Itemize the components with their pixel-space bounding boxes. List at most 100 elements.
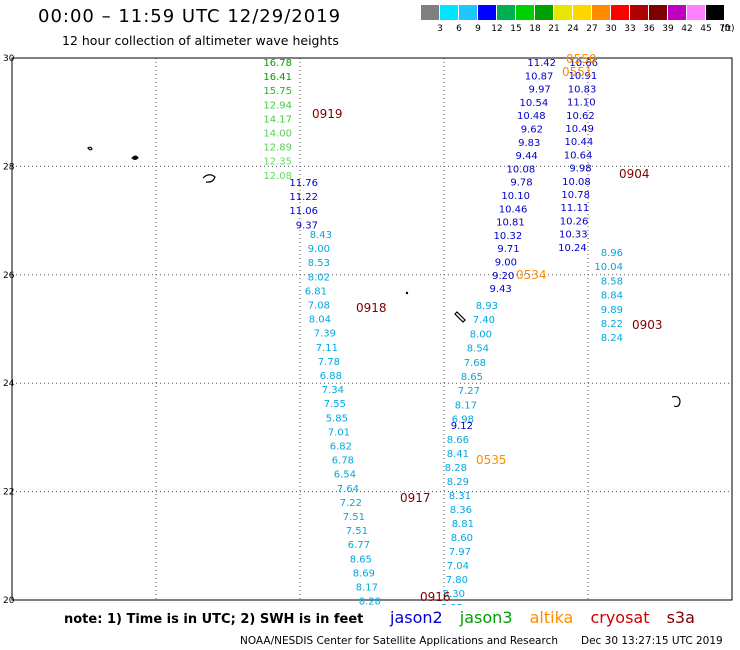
scale-label: 70 <box>719 24 731 34</box>
legend-jason3: jason3 <box>459 608 513 627</box>
lat-tick-label: 28 <box>3 162 15 172</box>
track-value: 7.55 <box>324 399 346 410</box>
track-value: 8.66 <box>447 435 469 446</box>
track-value: 7.04 <box>447 561 469 572</box>
track-value: 12.89 <box>263 143 292 154</box>
track-value: 10.49 <box>565 124 594 135</box>
pass-time-label: 0919 <box>312 107 343 121</box>
track-value: 6.88 <box>320 371 342 382</box>
track-value: 16.78 <box>263 58 292 69</box>
track-value: 9.97 <box>529 85 551 96</box>
scale-swatch <box>440 5 458 20</box>
scale-swatch <box>573 5 591 20</box>
scale-label: 21 <box>548 24 560 34</box>
track-value: 7.39 <box>314 329 336 340</box>
scale-label: 18 <box>529 24 541 34</box>
track-value: 9.12 <box>451 421 473 432</box>
track-value: 9.20 <box>492 271 514 282</box>
track-value: 8.96 <box>601 248 623 259</box>
track-value: 10.78 <box>561 190 590 201</box>
track-value: 10.04 <box>594 262 623 273</box>
track-value: 6.78 <box>332 456 354 467</box>
track-value: 8.32 <box>441 603 463 605</box>
track-value: 8.69 <box>353 568 375 579</box>
scale-label: 9 <box>475 24 481 34</box>
pass-time-label: 0551 <box>562 65 593 79</box>
pass-time-label: 0535 <box>476 453 507 467</box>
pass-time-label: 0918 <box>356 301 387 315</box>
pass-time-label: 0917 <box>400 491 431 505</box>
track-value: 7.78 <box>318 357 340 368</box>
track-value: 9.37 <box>296 220 318 231</box>
track-value: 8.17 <box>455 400 477 411</box>
track-value: 10.87 <box>525 71 554 82</box>
track-value: 7.51 <box>346 526 368 537</box>
scale-swatch <box>516 5 534 20</box>
track-value: 10.44 <box>565 137 594 148</box>
scale-label: 45 <box>700 24 712 34</box>
page-title: 00:00 – 11:59 UTC 12/29/2019 <box>38 6 342 27</box>
track-value: 8.17 <box>356 583 378 594</box>
altimeter-map: -180-177-174-171-168-16520222426283016.7… <box>3 52 733 605</box>
pass-time-label: 0903 <box>632 318 663 332</box>
lat-tick-label: 24 <box>3 379 15 389</box>
scale-label: 12 <box>491 24 503 34</box>
legend-cryosat: cryosat <box>590 608 650 627</box>
legend-jason2: jason2 <box>390 608 443 627</box>
timestamp-text: Dec 30 13:27:15 UTC 2019 <box>581 635 723 647</box>
track-value: 10.91 <box>569 71 598 82</box>
lat-tick-label: 22 <box>3 488 14 498</box>
track-value: 11.42 <box>527 58 556 69</box>
track-value: 6.77 <box>348 540 370 551</box>
track-value: 8.43 <box>310 230 332 241</box>
track-value: 11.22 <box>289 192 318 203</box>
scale-swatch <box>611 5 629 20</box>
scale-swatch <box>478 5 496 20</box>
page-subtitle: 12 hour collection of altimeter wave hei… <box>62 33 339 48</box>
track-value: 10.81 <box>496 218 525 229</box>
scale-swatch <box>649 5 667 20</box>
track-value: 14.17 <box>263 114 292 125</box>
track-value: 8.04 <box>309 315 331 326</box>
scale-label: 24 <box>567 24 579 34</box>
track-value: 8.93 <box>476 301 498 312</box>
lat-tick-label: 20 <box>3 596 15 605</box>
track-value: 8.31 <box>449 491 471 502</box>
track-value: 7.27 <box>458 386 480 397</box>
pass-time-label: 0916 <box>420 590 451 604</box>
scale-label: 15 <box>510 24 522 34</box>
pass-time-label: 0550 <box>566 52 597 66</box>
track-value: 10.33 <box>559 230 588 241</box>
track-value: 10.54 <box>520 98 549 109</box>
track-value: 8.65 <box>350 554 372 565</box>
legend-s3a: s3a <box>666 608 695 627</box>
track-value: 15.75 <box>263 86 292 97</box>
island <box>671 395 681 408</box>
credit-text: NOAA/NESDIS Center for Satellite Applica… <box>240 635 558 647</box>
track-value: 7.08 <box>308 301 330 312</box>
lat-tick-label: 26 <box>3 271 15 281</box>
track-value: 7.11 <box>316 343 338 354</box>
pass-time-label: 0534 <box>516 268 547 282</box>
track-value: 6.81 <box>305 286 327 297</box>
track-value: 7.22 <box>340 498 362 509</box>
track-value: 12.94 <box>263 100 292 111</box>
track-value: 9.00 <box>308 244 330 255</box>
track-value: 7.40 <box>473 315 495 326</box>
track-value: 9.89 <box>601 305 623 316</box>
track-value: 8.02 <box>308 272 330 283</box>
scale-label: 3 <box>437 24 443 34</box>
track-value: 9.71 <box>497 244 519 255</box>
scale-swatch <box>630 5 648 20</box>
track-value: 10.66 <box>569 58 598 69</box>
track-value: 8.24 <box>601 333 623 344</box>
pass-time-label: 0904 <box>619 167 650 181</box>
track-value: 7.64 <box>337 484 359 495</box>
track-value: 7.97 <box>449 547 471 558</box>
track-value: 16.41 <box>263 72 292 83</box>
track-value: 12.08 <box>263 171 292 182</box>
track-value: 10.26 <box>560 216 589 227</box>
track-value: 14.00 <box>263 129 292 140</box>
scale-swatch <box>668 5 686 20</box>
track-value: 8.29 <box>447 477 469 488</box>
